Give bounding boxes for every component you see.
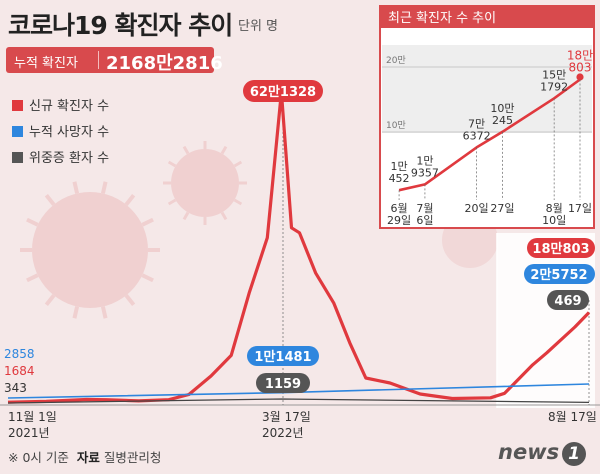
cumulative-label: 누적 확진자 <box>14 56 78 71</box>
inset-data-label: 6372 <box>463 129 491 142</box>
inset-data-label: 10만 <box>490 102 514 115</box>
svg-text:18만803: 18만803 <box>532 241 589 257</box>
footer-source-label: 자료 <box>76 450 100 465</box>
x-tick-sub: 2021년 <box>8 426 50 440</box>
page-title: 코로나19 확진자 추이 <box>8 11 233 40</box>
legend-label: 누적 사망자 수 <box>29 125 110 140</box>
svg-text:2만5752: 2만5752 <box>530 267 587 283</box>
callout-peak-new-cases: 62만1328 <box>243 80 323 102</box>
series-line-critical <box>7 398 590 404</box>
inset-data-label: 803 <box>569 60 592 74</box>
legend-item-new-cases: 신규 확진자 수 <box>12 95 109 114</box>
callout-peak-critical: 1159 <box>256 373 310 393</box>
inset-x-tick: 27일 <box>490 201 514 215</box>
svg-text:469: 469 <box>554 294 581 309</box>
svg-text:1만1481: 1만1481 <box>254 349 311 365</box>
legend-label: 신규 확진자 수 <box>29 99 110 114</box>
cumulative-cases-badge: 누적 확진자 2168만2816 <box>6 47 223 74</box>
virus-decoration-medium <box>163 141 247 225</box>
inset-data-label: 7만 <box>468 117 485 130</box>
inset-x-tick: 17일 <box>568 201 592 215</box>
svg-text:1159: 1159 <box>265 377 301 392</box>
start-value-deaths: 2858 <box>4 347 35 361</box>
inset-x-tick-sub: 6일 <box>416 213 433 227</box>
x-tick-label: 3월 17일 <box>262 410 311 424</box>
x-tick-sub: 2022년 <box>262 426 304 440</box>
inset-x-tick: 6월 <box>391 202 408 215</box>
inset-title: 최근 확진자 수 추이 <box>388 11 496 26</box>
inset-data-label: 18만 <box>567 48 593 62</box>
inset-chart: 최근 확진자 수 추이 20만 10만 1만4521만93577만637210만… <box>379 5 595 229</box>
inset-series-line <box>398 78 581 192</box>
callout-end-critical: 469 <box>547 290 589 310</box>
footer-note: ※ 0시 기준 자료 질병관리청 <box>8 447 161 466</box>
callout-peak-deaths: 1만1481 <box>247 346 319 366</box>
inset-x-tick-sub: 29일 <box>387 213 411 227</box>
legend-swatch <box>12 152 23 163</box>
inset-data-label: 1만 <box>391 160 408 173</box>
inset-header <box>380 6 594 28</box>
cumulative-value: 2168만2816 <box>106 53 223 74</box>
x-tick-label: 11월 1일 <box>8 410 57 424</box>
legend-swatch <box>12 100 23 111</box>
inset-end-dot <box>576 73 584 81</box>
inset-data-label: 452 <box>389 172 410 185</box>
footer-source: 질병관리청 <box>103 450 162 465</box>
legend-swatch <box>12 126 23 137</box>
inset-x-tick: 7월 <box>416 202 433 215</box>
inset-data-label: 1만 <box>416 154 433 167</box>
inset-data-label: 245 <box>492 114 513 127</box>
recent-highlight-area <box>497 233 595 408</box>
virus-decoration-large <box>20 181 160 319</box>
inset-x-tick: 8월 <box>546 202 563 215</box>
legend-item-critical: 위중증 환자 수 <box>12 147 109 166</box>
inset-data-label: 1792 <box>540 80 568 93</box>
inset-band <box>382 45 592 133</box>
cumulative-separator <box>98 51 99 69</box>
logo-text: news <box>498 440 560 464</box>
legend-item-deaths: 누적 사망자 수 <box>12 121 109 140</box>
footer-base: ※ 0시 기준 <box>8 450 69 465</box>
callout-end-deaths: 2만5752 <box>524 264 595 284</box>
unit-label: 단위 명 <box>238 19 279 34</box>
logo-mark: 1 <box>562 442 587 466</box>
inset-data-label: 15만 <box>542 68 566 81</box>
inset-grid-label: 10만 <box>386 120 406 131</box>
inset-grid-label: 20만 <box>386 55 406 66</box>
x-tick-label: 8월 17일 <box>548 410 597 424</box>
start-value-critical: 343 <box>4 381 27 395</box>
start-value-new-cases: 1684 <box>4 364 35 378</box>
news1-logo: news 1 <box>498 440 587 466</box>
legend-label: 위중증 환자 수 <box>29 151 110 166</box>
inset-x-tick-sub: 10일 <box>542 213 566 227</box>
inset-x-tick: 20일 <box>465 201 489 215</box>
callout-end-new-cases: 18만803 <box>527 238 595 258</box>
svg-text:62만1328: 62만1328 <box>250 84 316 100</box>
inset-data-label: 9357 <box>411 166 439 179</box>
